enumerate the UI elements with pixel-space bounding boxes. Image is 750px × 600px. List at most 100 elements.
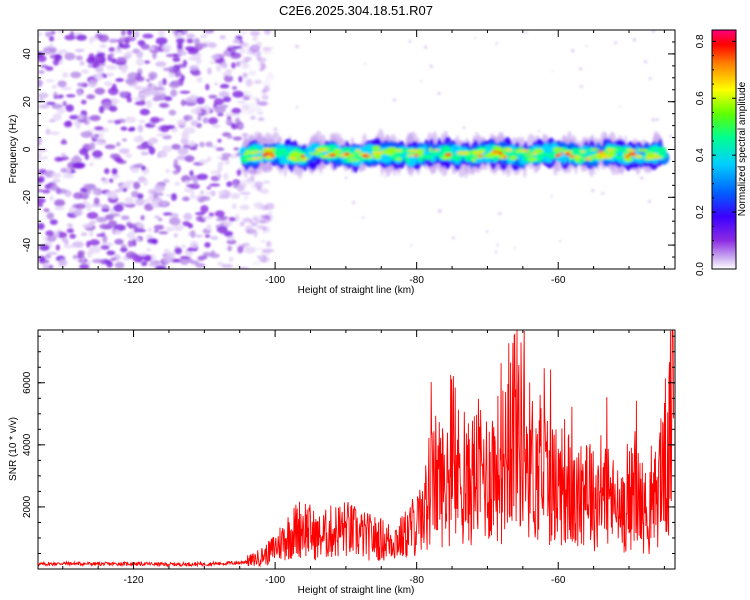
heatmap-noise-blob <box>65 104 74 112</box>
heatmap-faint-point <box>550 195 553 198</box>
heatmap-noise-blob <box>49 219 58 226</box>
heatmap-faint-point <box>462 126 466 130</box>
heatmap-noise-blob <box>110 52 115 58</box>
heatmap-noise-blob <box>200 190 205 195</box>
heatmap-peak-cell <box>502 155 508 159</box>
heatmap-noise-blob <box>250 30 261 37</box>
x-tick-label: -60 <box>551 575 566 586</box>
heatmap-peak-cell <box>444 153 452 157</box>
heatmap-band-cell <box>441 155 451 161</box>
heatmap-noise-blob <box>180 74 185 82</box>
x-tick-label: -100 <box>265 575 285 586</box>
heatmap-noise-blob <box>133 136 144 143</box>
heatmap-noise-blob <box>183 187 195 193</box>
heatmap-noise-blob <box>46 251 58 255</box>
heatmap-noise-blob <box>147 227 153 232</box>
heatmap-band-cell <box>623 157 634 162</box>
heatmap-band-cell <box>373 145 381 151</box>
heatmap-noise-blob <box>200 34 208 39</box>
heatmap-noise-blob <box>108 178 114 183</box>
heatmap-faint-point <box>579 84 584 88</box>
heatmap-noise-blob <box>206 156 212 162</box>
heatmap-noise-blob <box>163 96 173 102</box>
heatmap-noise-blob <box>113 204 124 212</box>
heatmap-faint-point <box>639 176 644 180</box>
heatmap-faint-point <box>295 44 299 49</box>
heatmap-noise-blob <box>222 96 232 103</box>
heatmap-noise-blob <box>227 245 233 252</box>
heatmap-noise-blob <box>114 119 121 125</box>
heatmap-noise-blob <box>50 30 56 35</box>
heatmap-noise-blob <box>223 172 229 181</box>
heatmap-noise-blob <box>91 202 103 208</box>
heatmap-noise-blob <box>202 117 209 124</box>
heatmap-noise-blob <box>172 80 181 86</box>
heatmap-noise-blob <box>158 103 169 108</box>
heatmap-noise-blob <box>76 89 82 97</box>
heatmap-band-cell <box>344 156 353 164</box>
heatmap-noise-blob <box>52 113 62 121</box>
heatmap-noise-blob <box>124 203 136 208</box>
heatmap-noise-blob <box>232 90 244 98</box>
heatmap-faint-point <box>614 41 618 45</box>
heatmap-noise-blob <box>211 54 220 60</box>
heatmap-noise-blob <box>156 133 168 137</box>
heatmap-noise-blob <box>258 101 269 107</box>
heatmap-noise-blob <box>54 206 65 211</box>
heatmap-noise-blob <box>102 178 109 185</box>
heatmap-band-cell <box>575 159 580 163</box>
heatmap-noise-blob <box>125 116 137 123</box>
heatmap-noise-blob <box>43 156 48 160</box>
heatmap-x-axis: -120 -100 -80 -60 <box>62 30 665 286</box>
colorbar-tick-label: 0.4 <box>695 148 706 162</box>
colorbar-gradient <box>711 29 737 270</box>
heatmap-faint-point <box>651 30 656 34</box>
heatmap-noise-blob <box>218 195 230 199</box>
heatmap-noise-blob <box>129 126 136 131</box>
heatmap-noise-blob <box>225 159 230 166</box>
x-tick-label: -120 <box>124 575 144 586</box>
heatmap-noise-blob <box>110 153 121 159</box>
heatmap-noise-blob <box>69 233 76 239</box>
heatmap-noise-blob <box>143 178 148 187</box>
heatmap-noise-blob <box>155 61 167 67</box>
heatmap-noise-blob <box>120 65 128 74</box>
heatmap-noise-blob <box>64 52 76 61</box>
heatmap-noise-blob <box>232 38 241 44</box>
heatmap-noise-blob <box>217 138 222 143</box>
heatmap-faint-point <box>494 250 498 254</box>
heatmap-noise-blob <box>238 75 243 83</box>
heatmap-noise-blob <box>91 258 104 264</box>
heatmap-faint-point <box>423 45 428 49</box>
heatmap-noise-blob <box>69 115 80 120</box>
heatmap-noise-blob <box>196 173 208 180</box>
heatmap-noise-blob <box>238 179 249 185</box>
heatmap-noise-blob <box>111 58 117 64</box>
heatmap-noise-blob <box>94 87 106 95</box>
heatmap-noise-blob <box>184 155 195 163</box>
heatmap-noise-blob <box>65 94 76 98</box>
heatmap-band-cell <box>433 148 441 151</box>
heatmap-noise-blob <box>104 168 110 175</box>
heatmap-noise-blob <box>110 192 118 199</box>
heatmap-noise-blob <box>232 136 243 141</box>
heatmap-noise-blob <box>208 117 219 125</box>
heatmap-noise-blob <box>94 134 99 138</box>
heatmap-noise-blob <box>252 260 261 266</box>
heatmap-noise-blob <box>87 249 93 258</box>
heatmap-noise-blob <box>124 197 134 205</box>
heatmap-noise-blob <box>196 97 205 105</box>
heatmap-faint-point <box>632 38 637 42</box>
heatmap-noise-blob <box>255 220 267 224</box>
heatmap-noise-blob <box>230 193 241 198</box>
heatmap-noise-blob <box>135 198 145 206</box>
heatmap-noise-blob <box>66 223 73 227</box>
heatmap-noise-blob <box>184 180 190 184</box>
heatmap-noise-blob <box>163 255 174 264</box>
heatmap-noise-blob <box>149 74 155 81</box>
heatmap-faint-point <box>361 216 365 219</box>
heatmap-noise-blob <box>122 187 128 192</box>
heatmap-noise-blob <box>125 153 133 158</box>
heatmap-noise-blob <box>43 208 50 213</box>
heatmap-band-cell <box>573 155 581 158</box>
